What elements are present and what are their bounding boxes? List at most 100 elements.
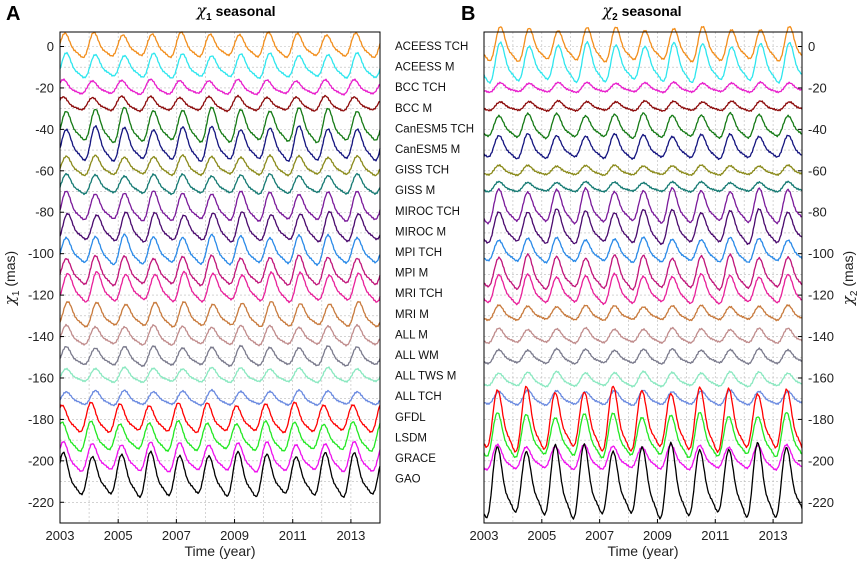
series-label: GAO <box>395 474 421 486</box>
series-line-grace <box>483 443 803 471</box>
series-label: ALL WM <box>395 350 439 362</box>
x-tick-label: 2007 <box>162 528 191 543</box>
series-line-canesm5-tch <box>59 106 381 144</box>
y-tick-label: -220 <box>808 495 834 510</box>
series-line-mri-m <box>59 300 381 328</box>
series-line-all-tws-m <box>483 370 803 388</box>
series-label: MRI TCH <box>395 288 443 300</box>
y-tick-label: -180 <box>28 412 54 427</box>
series-line-lsdm <box>59 419 381 453</box>
series-label: MRI M <box>395 309 429 321</box>
series-line-all-tch <box>59 388 381 407</box>
series-line-all-wm <box>483 347 803 366</box>
panel-a: A χ1 seasonal 0 -20 -40 -60 -80 -100 -120 -140 -… <box>1 1 381 559</box>
series-line-giss-m <box>483 180 803 194</box>
series-label: BCC TCH <box>395 82 446 94</box>
y-tick-label: -40 <box>808 122 827 137</box>
y-tick-label: -180 <box>808 412 834 427</box>
panel-b-x-label: Time (year) <box>607 543 678 559</box>
panel-a-y-ticks: 0 -20 -40 -60 -80 -100 -120 -140 -160 -180 -200 -22… <box>28 39 64 510</box>
series-line-gao <box>483 441 803 520</box>
panel-b-title: χ2 seasonal <box>601 1 681 23</box>
series-label: MPI M <box>395 268 428 280</box>
y-tick-label: -200 <box>808 453 834 468</box>
panel-b-frame <box>483 31 803 524</box>
series-label: ALL M <box>395 329 428 341</box>
series-line-aceess-m <box>483 40 803 84</box>
series-line-canesm5-m <box>483 132 803 161</box>
y-tick-label: -140 <box>28 329 54 344</box>
panel-b-x-ticks: 2003 2005 2007 2009 2011 2013 <box>470 519 788 543</box>
panel-a-x-ticks: 2003 2005 2007 2009 2011 2013 <box>46 519 365 543</box>
series-line-all-tws-m <box>59 366 381 384</box>
series-line-mpi-m <box>59 254 381 287</box>
series-line-aceess-tch <box>59 31 381 59</box>
series-line-miroc-m <box>59 210 381 243</box>
series-line-mri-tch <box>59 270 381 304</box>
x-tick-label: 2007 <box>585 528 614 543</box>
series-line-all-tch <box>484 389 803 407</box>
series-line-all-wm <box>59 344 381 368</box>
y-tick-label: -20 <box>808 80 827 95</box>
y-tick-label: -60 <box>808 163 827 178</box>
panel-a-x-label: Time (year) <box>184 543 255 559</box>
series-label: GISS M <box>395 185 435 197</box>
panel-b-letter: B <box>461 3 475 25</box>
panel-a-letter: A <box>6 3 20 25</box>
panel-a-series <box>59 31 381 499</box>
series-line-canesm5-tch <box>483 111 803 140</box>
y-tick-label: -60 <box>35 163 54 178</box>
series-line-all-m <box>59 323 381 347</box>
y-tick-label: 0 <box>808 39 815 54</box>
series-line-bcc-tch <box>483 80 803 94</box>
y-tick-label: -120 <box>808 288 834 303</box>
series-line-gfdl <box>483 385 803 454</box>
y-tick-label: -80 <box>35 205 54 220</box>
y-tick-label: -80 <box>808 205 827 220</box>
series-line-canesm5-m <box>59 125 381 162</box>
series-line-giss-tch <box>59 154 381 177</box>
x-tick-label: 2009 <box>643 528 672 543</box>
series-line-mpi-tch <box>59 233 381 267</box>
panel-b-y-label: χ2 (mas) <box>839 251 860 306</box>
y-tick-label: -140 <box>808 329 834 344</box>
y-tick-label: -40 <box>35 122 54 137</box>
series-label: GFDL <box>395 412 426 424</box>
y-tick-label: -160 <box>808 370 834 385</box>
series-line-miroc-tch <box>59 190 381 223</box>
y-tick-label: -160 <box>28 370 54 385</box>
series-line-aceess-m <box>59 51 381 80</box>
series-label: MIROC TCH <box>395 206 460 218</box>
x-tick-label: 2013 <box>759 528 788 543</box>
series-line-miroc-m <box>483 208 803 246</box>
y-tick-label: -100 <box>808 246 834 261</box>
series-line-grace <box>59 440 381 473</box>
series-line-bcc-m <box>59 94 381 113</box>
panel-a-y-label: χ1 (mas) <box>1 251 22 306</box>
series-line-miroc-tch <box>483 186 803 225</box>
series-line-lsdm <box>483 411 803 459</box>
x-tick-label: 2005 <box>527 528 556 543</box>
series-label: GISS TCH <box>395 165 449 177</box>
series-line-mri-tch <box>483 272 803 306</box>
series-line-mri-m <box>483 304 803 322</box>
x-tick-label: 2003 <box>46 528 75 543</box>
series-line-giss-m <box>59 172 381 196</box>
y-tick-label: -120 <box>28 288 54 303</box>
panel-a-title: χ1 seasonal <box>195 1 275 23</box>
y-tick-label: -200 <box>28 453 54 468</box>
x-tick-label: 2003 <box>470 528 499 543</box>
series-label: ACEESS M <box>395 62 454 74</box>
x-tick-label: 2005 <box>104 528 133 543</box>
y-tick-label: -20 <box>35 80 54 95</box>
series-label: CanESM5 TCH <box>395 123 474 135</box>
series-line-gao <box>59 450 381 499</box>
y-tick-label: 0 <box>47 39 54 54</box>
x-tick-label: 2011 <box>279 528 307 543</box>
series-label: LSDM <box>395 432 427 444</box>
series-line-bcc-m <box>483 99 803 113</box>
panel-b: B χ2 seasonal 0 -20 -40 -60 -80 -100 -120 -140 -… <box>461 1 860 559</box>
series-line-aceess-tch <box>483 25 803 63</box>
series-label: ALL TWS M <box>395 371 456 383</box>
